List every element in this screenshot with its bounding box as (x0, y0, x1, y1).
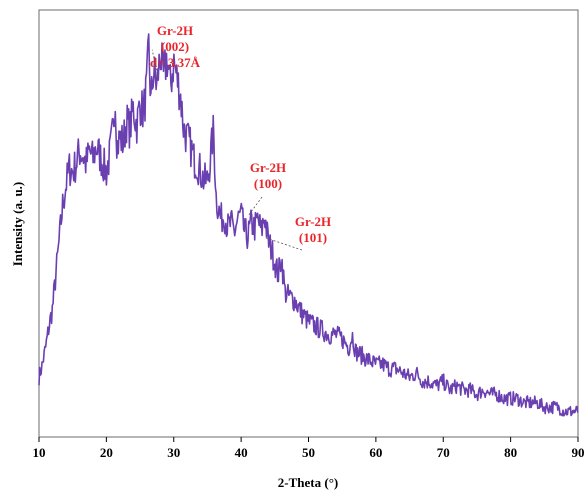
peak-annotation: Gr-2H (002) d= 3.37Å (150, 23, 201, 70)
annotation-leader (151, 49, 159, 79)
x-tick-label: 10 (33, 445, 46, 460)
y-axis-title: Intensity (a. u.) (10, 182, 25, 267)
peak-annotation: Gr-2H (101) (295, 214, 331, 245)
peak-annotation: Gr-2H (100) (250, 160, 286, 191)
x-tick-label: 70 (437, 445, 450, 460)
x-tick-label: 20 (100, 445, 113, 460)
x-tick-label: 90 (572, 445, 585, 460)
plot-frame (38, 9, 579, 438)
series-line (38, 33, 579, 417)
x-tick-label: 50 (302, 445, 315, 460)
annotation-leader (264, 237, 303, 251)
x-tick-label: 40 (235, 445, 248, 460)
annotations: Gr-2H (002) d= 3.37Å Gr-2H (100) Gr-2H (101) (150, 23, 331, 251)
x-tick-label: 60 (369, 445, 382, 460)
x-tick-label: 80 (504, 445, 517, 460)
x-tick-label: 30 (167, 445, 180, 460)
x-axis-title: 2-Theta (°) (278, 475, 338, 490)
x-axis-ticks: 10 20 30 40 50 60 70 80 90 (33, 437, 585, 460)
